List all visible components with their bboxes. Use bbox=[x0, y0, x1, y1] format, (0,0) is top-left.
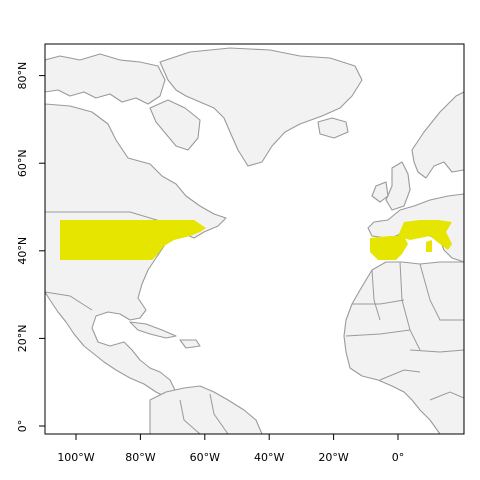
highlighted-regions bbox=[60, 220, 452, 260]
x-tick-label: 40°W bbox=[254, 451, 284, 464]
x-tick-label: 100°W bbox=[57, 451, 94, 464]
map-area bbox=[45, 47, 464, 434]
y-tick-label: 80°N bbox=[16, 62, 29, 90]
us-mexico-border bbox=[45, 291, 93, 311]
sa-borders bbox=[179, 393, 229, 434]
arctic-islands bbox=[45, 53, 166, 105]
great-britain bbox=[385, 161, 411, 211]
x-axis: 100°W 80°W 60°W 40°W 20°W 0° bbox=[57, 434, 404, 464]
x-tick-label: 20°W bbox=[318, 451, 348, 464]
highlight-sardinia bbox=[426, 240, 432, 252]
hispaniola bbox=[179, 339, 201, 349]
x-tick-label: 80°W bbox=[125, 451, 155, 464]
africa-borders bbox=[345, 261, 464, 401]
scandinavia bbox=[411, 91, 464, 179]
y-tick-label: 60°N bbox=[16, 149, 29, 177]
ireland bbox=[371, 181, 389, 203]
baffin-island bbox=[149, 99, 201, 151]
greenland bbox=[159, 47, 363, 167]
highlight-france-italy bbox=[398, 220, 452, 250]
highlight-iberia bbox=[370, 236, 408, 260]
x-tick-label: 60°W bbox=[190, 451, 220, 464]
africa bbox=[343, 261, 464, 434]
cuba bbox=[129, 321, 177, 339]
y-tick-label: 0° bbox=[16, 420, 29, 433]
y-tick-label: 20°N bbox=[16, 325, 29, 353]
highlight-north-america bbox=[60, 220, 206, 260]
iceland bbox=[317, 117, 349, 139]
x-tick-label: 0° bbox=[392, 451, 405, 464]
y-tick-label: 40°N bbox=[16, 237, 29, 265]
south-america bbox=[149, 385, 263, 434]
y-axis: 0° 20°N 40°N 60°N 80°N bbox=[16, 62, 45, 433]
plot-frame bbox=[44, 43, 465, 435]
